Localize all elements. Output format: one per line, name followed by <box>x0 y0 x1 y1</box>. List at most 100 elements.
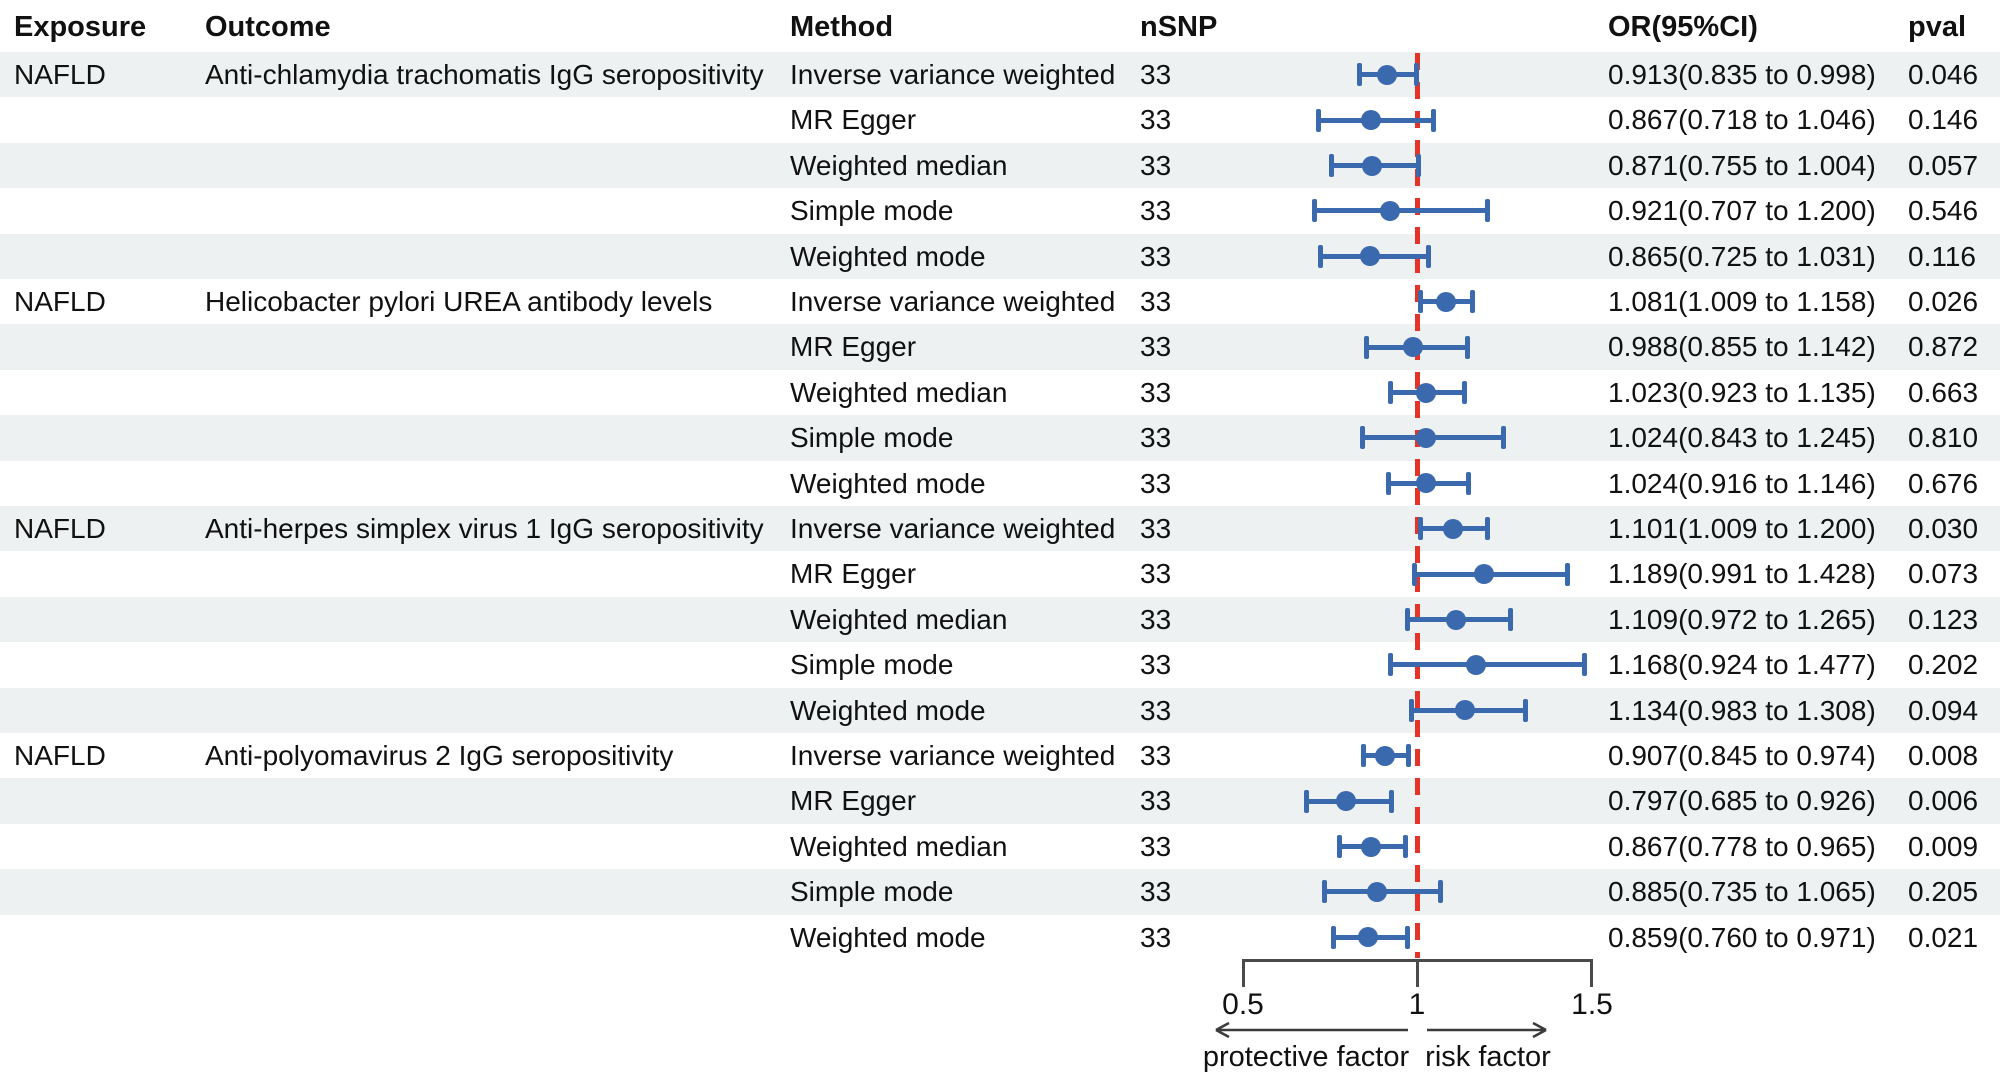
protective-factor-label: protective factor <box>1202 1041 1410 1073</box>
cell-nsnp: 33 <box>1140 104 1172 136</box>
point-estimate-marker <box>1358 927 1378 948</box>
ci-cap-left <box>1316 108 1322 132</box>
ci-cap-left <box>1418 290 1424 314</box>
protective-arrow-icon <box>1215 1021 1408 1039</box>
cell-or_ci: 0.988(0.855 to 1.142) <box>1608 331 1876 363</box>
ci-cap-right <box>1389 789 1395 813</box>
cell-or_ci: 1.134(0.983 to 1.308) <box>1608 694 1876 726</box>
ci-cap-right <box>1470 290 1476 314</box>
cell-or_ci: 1.081(1.009 to 1.158) <box>1608 286 1876 317</box>
point-estimate-marker <box>1435 291 1456 312</box>
cell-nsnp: 33 <box>1140 422 1172 454</box>
table-row: Simple mode 33 1.168(0.924 to 1.477) 0.202 <box>0 642 2000 687</box>
point-estimate-marker <box>1376 64 1397 85</box>
cell-outcome: Anti-chlamydia trachomatis IgG seroposit… <box>205 59 764 90</box>
ci-cap-left <box>1411 562 1417 586</box>
cell-pval: 0.009 <box>1908 830 1979 862</box>
cell-pval: 0.030 <box>1908 513 1979 544</box>
point-estimate-marker <box>1415 473 1436 494</box>
cell-exposure: NAFLD <box>14 59 106 90</box>
cell-method: MR Egger <box>790 104 917 136</box>
cell-method: Weighted median <box>790 603 1008 635</box>
cell-method: Weighted median <box>790 376 1008 408</box>
ci-cap-right <box>1414 63 1420 87</box>
cell-pval: 0.202 <box>1908 649 1979 681</box>
ci-cap-left <box>1405 608 1411 631</box>
col-header-nsnp: nSNP <box>1140 11 1218 43</box>
cell-or_ci: 1.189(0.991 to 1.428) <box>1608 558 1876 590</box>
cell-method: Simple mode <box>790 649 954 681</box>
cell-or_ci: 0.921(0.707 to 1.200) <box>1608 195 1876 227</box>
cell-or_ci: 1.168(0.924 to 1.477) <box>1608 649 1876 681</box>
ci-cap-right <box>1416 154 1422 177</box>
cell-nsnp: 33 <box>1140 59 1172 90</box>
ci-cap-left <box>1418 517 1424 541</box>
table-row: Weighted mode 33 1.134(0.983 to 1.308) 0.09… <box>0 687 2000 733</box>
point-estimate-marker <box>1466 654 1487 675</box>
ci-cap-left <box>1318 244 1324 268</box>
cell-exposure: NAFLD <box>14 286 106 317</box>
direction-arrows <box>1215 1021 1547 1039</box>
cell-pval: 0.008 <box>1908 740 1979 771</box>
cell-or_ci: 1.109(0.972 to 1.265) <box>1608 603 1876 635</box>
col-header-pval: pval <box>1908 11 1967 43</box>
cell-method: Weighted mode <box>790 921 986 953</box>
cell-nsnp: 33 <box>1140 785 1172 817</box>
table-row: MR Egger 33 0.988(0.855 to 1.142) 0.872 <box>0 324 2000 370</box>
cell-or_ci: 0.913(0.835 to 0.998) <box>1608 59 1876 90</box>
cell-pval: 0.676 <box>1908 467 1979 499</box>
ci-cap-left <box>1337 835 1343 858</box>
cell-method: MR Egger <box>790 785 917 817</box>
ci-cap-right <box>1485 199 1491 223</box>
cell-method: MR Egger <box>790 558 917 590</box>
cell-method: Weighted median <box>790 830 1008 862</box>
cell-exposure: NAFLD <box>14 740 106 771</box>
cell-nsnp: 33 <box>1140 149 1172 181</box>
cell-pval: 0.094 <box>1908 694 1979 726</box>
ci-cap-left <box>1312 199 1318 223</box>
point-estimate-marker <box>1442 518 1463 539</box>
cell-or_ci: 1.023(0.923 to 1.135) <box>1608 376 1876 408</box>
cell-nsnp: 33 <box>1140 921 1172 953</box>
table-row: NAFLD Helicobacter pylori UREA antibody l… <box>0 279 2000 324</box>
axis-tick-label: 1.5 <box>1571 988 1613 1021</box>
ci-cap-left <box>1387 381 1393 404</box>
cell-method: Inverse variance weighted <box>790 286 1116 317</box>
table-row: Weighted mode 33 1.024(0.916 to 1.146) 0.67… <box>0 461 2000 506</box>
cell-pval: 0.810 <box>1908 422 1979 454</box>
col-header-outcome: Outcome <box>205 11 331 43</box>
point-estimate-marker <box>1379 200 1400 221</box>
cell-nsnp: 33 <box>1140 240 1172 272</box>
table-row: Weighted median 33 1.109(0.972 to 1.265) 0.… <box>0 596 2000 643</box>
cell-pval: 0.872 <box>1908 331 1979 363</box>
confidence-interval-line <box>1390 662 1585 668</box>
point-estimate-marker <box>1362 155 1383 176</box>
ci-cap-right <box>1405 744 1411 768</box>
ci-cap-right <box>1402 835 1408 858</box>
cell-or_ci: 1.101(1.009 to 1.200) <box>1608 513 1876 544</box>
point-estimate-marker <box>1360 110 1381 131</box>
point-estimate-marker <box>1415 382 1436 403</box>
ci-cap-right <box>1462 381 1468 404</box>
point-estimate-marker <box>1360 246 1381 267</box>
cell-nsnp: 33 <box>1140 649 1172 681</box>
axis-tick <box>1590 959 1593 987</box>
cell-nsnp: 33 <box>1140 740 1172 771</box>
cell-nsnp: 33 <box>1140 286 1172 317</box>
table-row: MR Egger 33 1.189(0.991 to 1.428) 0.073 <box>0 551 2000 596</box>
cell-nsnp: 33 <box>1140 830 1172 862</box>
table-row: Weighted median 33 0.871(0.755 to 1.004) 0.… <box>0 142 2000 189</box>
table-row: Weighted median 33 0.867(0.778 to 0.965) 0.… <box>0 824 2000 869</box>
ci-cap-left <box>1357 63 1363 87</box>
cell-method: MR Egger <box>790 331 917 363</box>
point-estimate-marker <box>1336 791 1357 812</box>
table-row: Weighted median 33 1.023(0.923 to 1.135) 0.… <box>0 370 2000 415</box>
point-estimate-marker <box>1367 881 1388 902</box>
table-row: NAFLD Anti-chlamydia trachomatis IgG sero… <box>0 52 2000 98</box>
cell-method: Simple mode <box>790 422 954 454</box>
ci-cap-right <box>1582 653 1588 677</box>
point-estimate-marker <box>1445 609 1466 630</box>
col-header-method: Method <box>790 11 894 43</box>
risk-arrow-icon <box>1427 1021 1547 1039</box>
ci-cap-right <box>1523 698 1529 722</box>
